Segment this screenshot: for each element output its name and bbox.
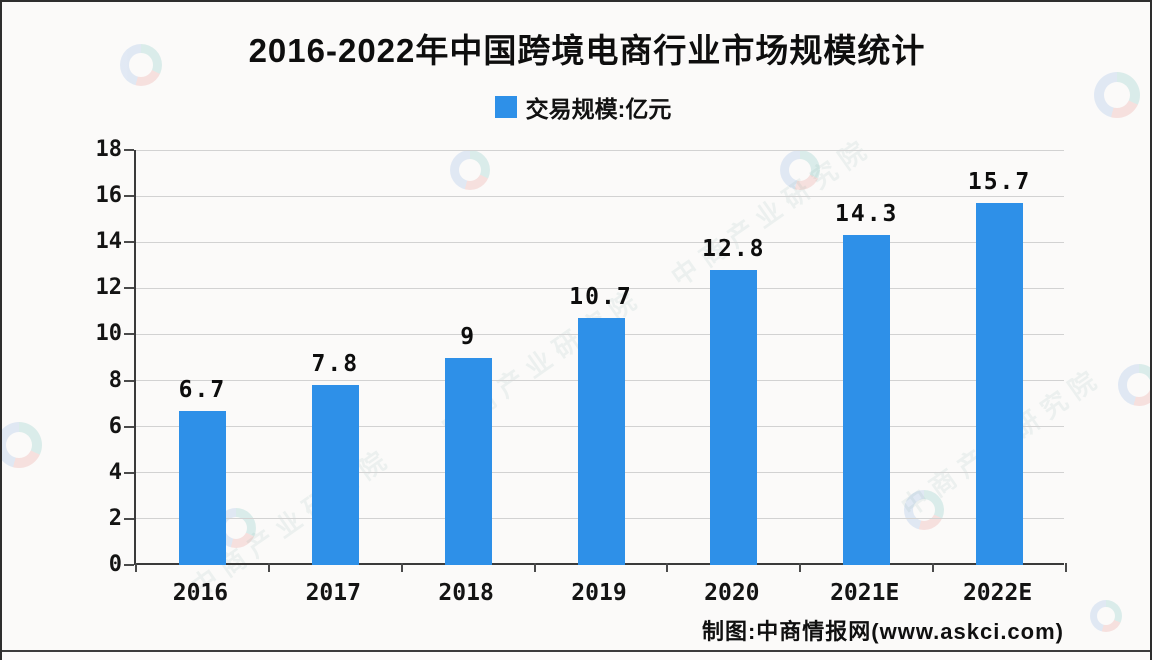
bar-value-label: 14.3 [835, 201, 899, 228]
chart-title: 2016-2022年中国跨境电商行业市场规模统计 [248, 32, 926, 69]
bar [311, 385, 359, 565]
y-axis-label: 16 [95, 183, 123, 209]
brand-watermark-icon [450, 150, 490, 190]
brand-watermark-icon [2, 422, 42, 468]
gridline [136, 149, 1064, 151]
x-axis-label: 2016 [172, 580, 229, 606]
bar-value-label: 10.7 [569, 284, 633, 311]
x-axis-tick [533, 563, 536, 572]
y-axis-tick [124, 195, 134, 198]
legend-label: 交易规模:亿元 [525, 96, 672, 122]
y-axis-tick [124, 379, 134, 382]
bar [843, 235, 891, 565]
y-axis-label: 4 [108, 459, 122, 485]
x-axis-label: 2019 [571, 580, 627, 606]
y-axis-tick [124, 564, 134, 566]
legend: 交易规模:亿元 [2, 90, 1150, 124]
x-axis-labels: 2016 2017 2018 2019 2020 2021E 2022E [134, 580, 1064, 610]
bar [444, 357, 492, 565]
y-axis-label: 18 [95, 137, 123, 162]
x-axis-tick [400, 563, 403, 572]
y-axis-tick [124, 425, 134, 428]
gridline [136, 287, 1064, 289]
bar-value-label: 15.7 [967, 169, 1032, 196]
y-axis-tick [124, 149, 134, 151]
brand-watermark-icon [1118, 364, 1150, 406]
bar-value-label: 9 [460, 323, 477, 350]
bar [577, 318, 625, 565]
brand-watermark-icon [904, 490, 944, 530]
y-axis-label: 6 [108, 413, 122, 439]
y-axis-tick [124, 471, 134, 474]
brand-watermark-icon [780, 150, 820, 190]
brand-watermark-icon [120, 44, 162, 86]
y-axis-label: 8 [108, 367, 122, 393]
x-axis-tick [932, 563, 935, 572]
x-axis-label: 2018 [438, 580, 494, 606]
bar-value-label: 6.7 [178, 376, 227, 403]
footer-credit: 制图:中商情报网(www.askci.com) [701, 619, 1064, 644]
x-axis-tick [666, 563, 669, 572]
x-axis-tick [267, 563, 270, 572]
y-axis-label: 14 [95, 229, 123, 255]
brand-watermark-icon [1094, 72, 1140, 118]
plot-area: 6.7 7.8 9 10.7 12.8 14.3 15.7 [124, 149, 1067, 572]
y-axis-label: 0 [108, 552, 122, 577]
y-axis-tick [124, 517, 134, 520]
bar [710, 269, 758, 565]
gridline [136, 195, 1064, 197]
bar [178, 410, 226, 565]
x-axis-label: 2020 [704, 580, 760, 606]
y-axis-label: 2 [108, 505, 122, 531]
y-axis-label: 12 [95, 275, 123, 301]
y-axis-label: 10 [95, 321, 123, 347]
brand-watermark-icon [1090, 600, 1122, 632]
y-axis-tick [124, 333, 134, 336]
bar [976, 203, 1024, 565]
legend-swatch-icon [494, 96, 517, 118]
bottom-border-line [2, 650, 1150, 652]
x-axis-label: 2021E [830, 580, 900, 606]
y-axis-labels: 0 2 4 6 8 10 12 14 16 18 [62, 139, 123, 576]
bar-value-label: 7.8 [311, 351, 360, 378]
x-axis-tick [135, 563, 137, 572]
gridline [136, 241, 1064, 243]
x-axis-tick [799, 563, 802, 572]
y-axis-tick [124, 241, 134, 244]
bar-value-label: 12.8 [702, 235, 766, 262]
y-axis-tick [124, 287, 134, 290]
x-axis-tick [1065, 563, 1067, 572]
x-axis-label: 2022E [962, 580, 1033, 606]
x-axis-label: 2017 [305, 580, 361, 606]
